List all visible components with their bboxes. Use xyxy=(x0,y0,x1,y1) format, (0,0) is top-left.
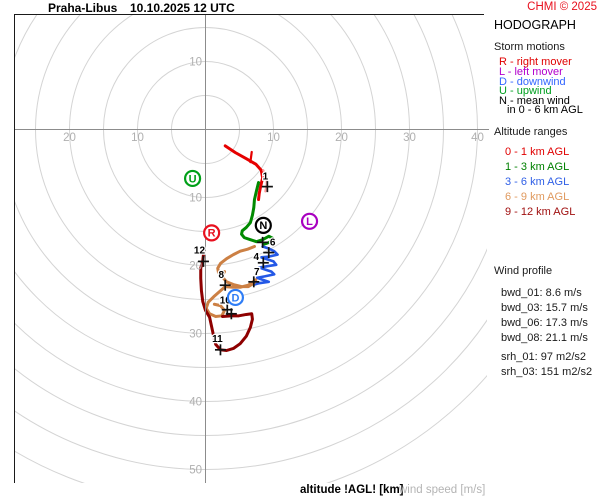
storm-marker-r-letter: R xyxy=(208,228,216,240)
tick-label: 20 xyxy=(335,132,348,144)
speed-ring xyxy=(15,319,487,470)
station-name: Praha-Libus xyxy=(48,1,118,15)
legend-right-mover: R - right mover xyxy=(499,56,572,68)
panel-title: HODOGRAPH xyxy=(494,18,576,32)
storm-marker-u-circle xyxy=(183,169,202,188)
tick-label: 30 xyxy=(189,329,202,341)
tick-label: 30 xyxy=(403,132,416,144)
tick-label: 50 xyxy=(189,465,202,477)
legend-downwind: D - downwind xyxy=(499,76,566,88)
altitude-ranges-heading: Altitude ranges xyxy=(494,126,568,138)
storm-marker-n-letter: N xyxy=(259,220,267,232)
speed-ring xyxy=(15,15,444,368)
storm-marker-u-letter: U xyxy=(189,173,197,185)
bwd-01-value: bwd_01: 8.6 m/s xyxy=(501,287,582,299)
legend-mean-wind: N - mean wind xyxy=(499,95,570,107)
km-label: 6 xyxy=(270,237,276,248)
legend-upwind: U - upwind xyxy=(499,85,552,97)
altitude-range-3-6: 3 - 6 km AGL xyxy=(505,176,570,188)
km-label: 4 xyxy=(254,252,260,263)
trace-0-1-km-agl xyxy=(223,144,265,202)
storm-motions-heading: Storm motions xyxy=(494,41,565,53)
km-label: 11 xyxy=(212,334,223,345)
bwd-08-value: bwd_08: 21.1 m/s xyxy=(501,332,588,344)
tick-label: 40 xyxy=(189,397,202,409)
tick-label: 10 xyxy=(131,132,144,144)
srh-01-value: srh_01: 97 m2/s2 xyxy=(501,351,586,363)
bwd-06-value: bwd_06: 17.3 m/s xyxy=(501,317,588,329)
tick-label: 10 xyxy=(189,193,202,205)
plot-area xyxy=(15,15,487,483)
trace-1-3-km-agl xyxy=(240,181,275,246)
storm-marker-n-circle xyxy=(254,216,272,234)
bwd-03-value: bwd_03: 15.7 m/s xyxy=(501,302,588,314)
tick-label: 10 xyxy=(189,57,202,69)
storm-marker-d-letter: D xyxy=(231,292,239,304)
altitude-range-1-3: 1 - 3 km AGL xyxy=(505,161,570,173)
tick-label: 20 xyxy=(63,132,76,144)
trace-0-1-km-barb xyxy=(249,150,253,164)
km-label: 1 xyxy=(263,172,269,183)
storm-marker-d-circle xyxy=(226,288,245,307)
altitude-axis-caption: altitude !AGL! [km] xyxy=(300,484,404,496)
altitude-range-0-1: 0 - 1 km AGL xyxy=(505,146,570,158)
srh-03-value: srh_03: 151 m2/s2 xyxy=(501,366,593,378)
km-label: 12 xyxy=(194,245,206,256)
tick-label: 10 xyxy=(267,132,280,144)
speed-ring xyxy=(15,15,478,402)
storm-marker-l-circle xyxy=(300,212,319,230)
km-label: 8 xyxy=(218,270,224,281)
windspeed-axis-caption: wind speed [m/s] xyxy=(399,484,486,496)
storm-marker-r-circle xyxy=(203,224,221,242)
copyright-label: CHMI © 2025 xyxy=(527,1,597,13)
km-label: 7 xyxy=(254,267,260,278)
wind-profile-heading: Wind profile xyxy=(494,265,553,277)
tick-label: 20 xyxy=(189,261,202,273)
altitude-range-6-9: 6 - 9 km AGL xyxy=(505,191,570,203)
tick-label: 40 xyxy=(471,132,484,144)
legend-left-mover: L - left mover xyxy=(499,66,563,78)
speed-ring xyxy=(15,374,487,483)
trace-9-12-km-agl xyxy=(199,249,254,352)
storm-marker-l-letter: L xyxy=(306,216,313,228)
altitude-range-9-12: 9 - 12 km AGL xyxy=(505,206,576,218)
legend-mean-wind-range: in 0 - 6 km AGL xyxy=(507,104,583,116)
datetime-label: 10.10.2025 12 UTC xyxy=(130,1,235,15)
